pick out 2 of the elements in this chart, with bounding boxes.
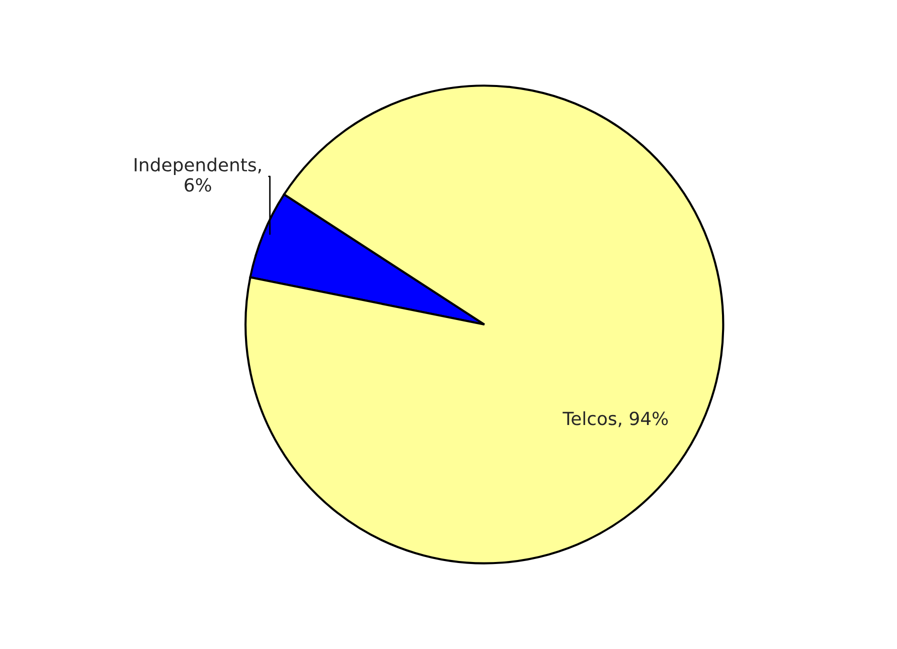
slice-label: Independents, 6% [134, 158, 261, 192]
slice-label: Telcos, 94% [562, 411, 668, 428]
